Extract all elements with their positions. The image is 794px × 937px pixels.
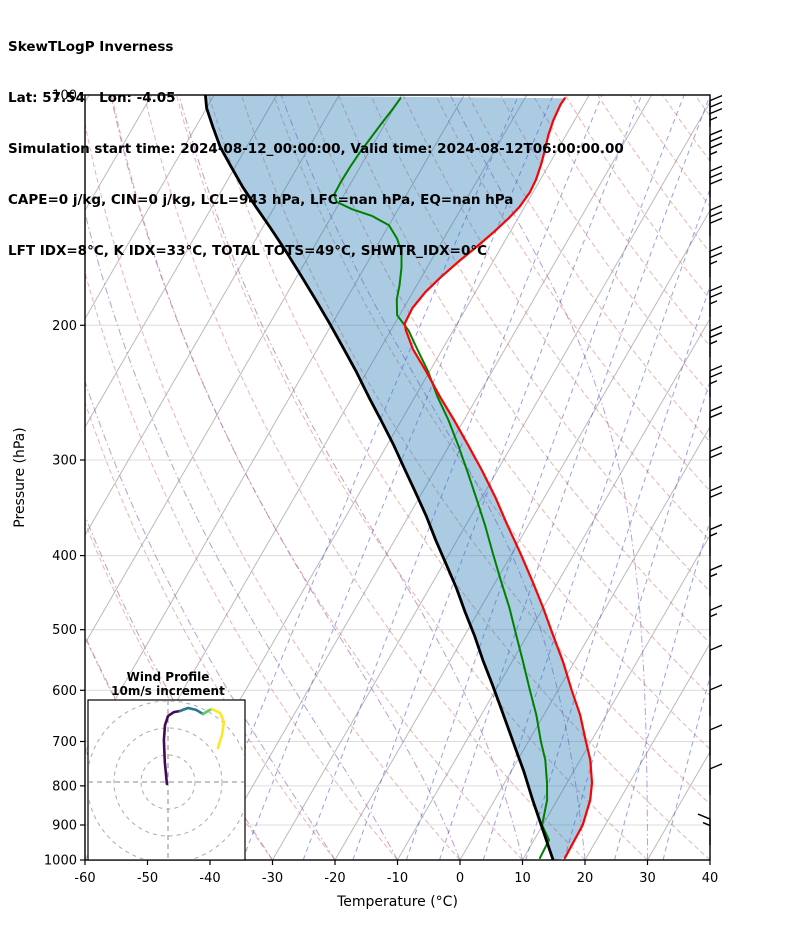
wind-barb: [709, 95, 723, 127]
wind-barb: [709, 763, 723, 795]
wind-barb: [709, 285, 723, 317]
wind-barb: [709, 204, 723, 237]
y-tick-label: 1000: [44, 854, 77, 869]
x-tick-label: 0: [456, 871, 464, 886]
dewpoint-line: [333, 97, 550, 859]
hodograph-plot: [89, 701, 244, 859]
x-tick-label: -50: [137, 871, 158, 886]
x-tick-label: -20: [324, 871, 345, 886]
hodograph-trace-segment: [162, 709, 182, 786]
hodograph-trace-segment: [178, 706, 205, 716]
y-tick-label: 600: [52, 684, 77, 699]
chart-latlon: Lat: 57.54 Lon: -4.05: [8, 90, 176, 106]
wind-barb: [709, 325, 723, 357]
wind-barb: [709, 445, 723, 478]
wind-barb: [709, 129, 723, 162]
temperature-line: [403, 97, 594, 860]
y-axis-label: Pressure (hPa): [12, 427, 28, 527]
wind-barb: [709, 485, 723, 517]
wind-barb: [709, 604, 723, 637]
x-axis-label: Temperature (°C): [336, 894, 458, 910]
x-tick-label: 30: [639, 871, 656, 886]
x-tick-label: -30: [262, 871, 283, 886]
negative-area-shade: [205, 95, 592, 860]
hodograph-subtitle: 10m/s increment: [111, 684, 225, 698]
wind-barb: [709, 405, 723, 438]
y-tick-label: 400: [52, 549, 77, 564]
wind-barb: [709, 684, 723, 716]
y-tick-label: 200: [52, 319, 77, 334]
wind-barb: [697, 813, 711, 846]
hodograph-trace-segment: [210, 707, 226, 750]
hodograph-title: Wind Profile: [127, 670, 210, 684]
hodograph-ring: [113, 727, 223, 837]
wind-barb: [709, 724, 723, 756]
wind-barb: [709, 523, 723, 556]
x-tick-label: 40: [702, 871, 719, 886]
wind-barb: [709, 365, 723, 397]
y-tick-label: 700: [52, 735, 77, 750]
x-tick-label: -40: [199, 871, 220, 886]
x-tick-label: 10: [514, 871, 531, 886]
y-tick-label: 900: [52, 818, 77, 833]
y-tick-label: 100: [52, 89, 77, 104]
hodograph-ring: [140, 754, 196, 810]
wind-barb: [709, 165, 723, 198]
x-tick-label: -10: [387, 871, 408, 886]
chart-simulation-time: Simulation start time: 2024-08-12_00:00:…: [8, 141, 624, 157]
wind-barb: [709, 245, 723, 278]
y-tick-label: 300: [52, 453, 77, 468]
parcel-line: [203, 95, 555, 860]
wind-barb: [709, 564, 723, 597]
y-tick-label: 500: [52, 623, 77, 638]
y-tick-label: 800: [52, 779, 77, 794]
chart-title: SkewTLogP Inverness: [8, 39, 174, 55]
chart-indices-line1: CAPE=0 j/kg, CIN=0 j/kg, LCL=943 hPa, LF…: [8, 192, 514, 208]
x-tick-label: -60: [74, 871, 95, 886]
hodograph-trace-segment: [201, 707, 214, 716]
wind-barb: [709, 644, 723, 677]
wind-barbs: [697, 95, 723, 846]
x-tick-label: 20: [577, 871, 594, 886]
chart-header: SkewTLogP Inverness Lat: 57.54 Lon: -4.0…: [8, 5, 624, 294]
mixing-ratio-lines: [199, 95, 710, 860]
chart-indices-line2: LFT IDX=8°C, K IDX=33°C, TOTAL TOTS=49°C…: [8, 243, 488, 259]
